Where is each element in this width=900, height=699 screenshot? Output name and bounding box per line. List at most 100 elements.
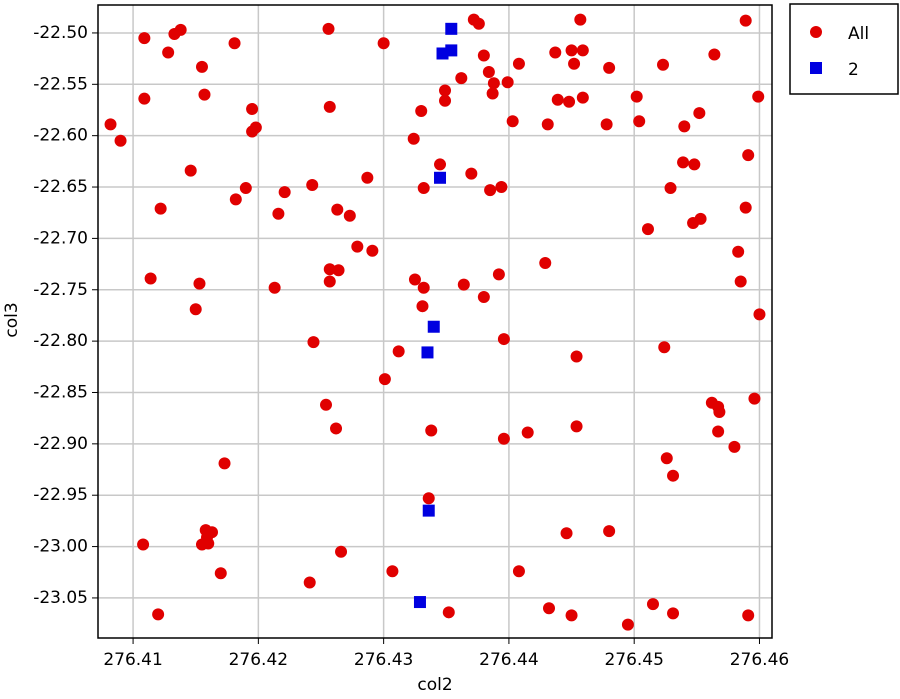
point: [407, 132, 420, 145]
point: [366, 244, 379, 257]
point: [734, 275, 747, 288]
point: [543, 602, 556, 615]
point: [457, 278, 470, 291]
point: [425, 424, 438, 437]
point: [202, 537, 215, 550]
point: [439, 94, 452, 107]
point: [246, 125, 259, 138]
point: [392, 345, 405, 358]
y-tick-label: -22.95: [33, 485, 88, 505]
point: [482, 65, 495, 78]
point: [413, 596, 426, 609]
point: [688, 158, 701, 171]
y-tick-label: -22.80: [33, 331, 88, 351]
point: [621, 618, 634, 631]
point: [239, 182, 252, 195]
y-tick-label: -23.05: [33, 588, 88, 608]
y-tick-label: -22.65: [33, 177, 88, 197]
point: [137, 538, 150, 551]
point: [343, 209, 356, 222]
y-tick-label: -22.90: [33, 434, 88, 454]
point: [472, 17, 485, 30]
point: [641, 223, 654, 236]
y-tick-label: -22.70: [33, 228, 88, 248]
legend-marker: [810, 26, 822, 38]
point: [677, 156, 690, 169]
point: [492, 268, 505, 281]
point: [361, 171, 374, 184]
point: [193, 277, 206, 290]
point: [323, 100, 336, 113]
point: [501, 76, 514, 89]
point: [465, 167, 478, 180]
point: [416, 300, 429, 313]
x-tick-label: 276.45: [604, 650, 663, 670]
legend-label: 2: [848, 60, 859, 80]
point: [351, 240, 364, 253]
point: [667, 469, 680, 482]
point: [539, 257, 552, 270]
point: [214, 567, 227, 580]
point: [742, 609, 755, 622]
point: [660, 452, 673, 465]
point: [415, 105, 428, 118]
point: [422, 492, 435, 505]
point: [323, 263, 336, 276]
point: [331, 203, 344, 216]
point: [568, 57, 581, 70]
x-axis-label: col2: [417, 675, 452, 695]
point: [521, 426, 534, 439]
point: [272, 207, 285, 220]
point: [603, 61, 616, 74]
point: [693, 107, 706, 120]
point: [104, 118, 117, 131]
point: [434, 158, 447, 171]
point: [377, 37, 390, 50]
point: [739, 201, 752, 214]
point: [753, 308, 766, 321]
point: [417, 281, 430, 294]
point: [667, 607, 680, 620]
plot-frame: [97, 4, 773, 639]
point: [694, 212, 707, 225]
point: [439, 84, 452, 97]
point: [434, 171, 447, 184]
point: [152, 608, 165, 621]
point: [565, 609, 578, 622]
point: [600, 118, 613, 131]
point: [322, 22, 335, 35]
point: [195, 60, 208, 73]
point: [560, 527, 573, 540]
point: [445, 22, 458, 35]
point: [417, 182, 430, 195]
point: [713, 406, 726, 419]
point: [114, 134, 127, 147]
point: [570, 350, 583, 363]
point: [497, 333, 510, 346]
legend-box: [789, 3, 899, 95]
x-tick-label: 276.43: [354, 650, 413, 670]
point: [708, 48, 721, 61]
point: [541, 118, 554, 131]
point: [138, 32, 151, 45]
point: [162, 46, 175, 59]
point: [307, 336, 320, 349]
y-tick-label: -22.60: [33, 126, 88, 146]
point: [138, 92, 151, 105]
point: [323, 275, 336, 288]
point: [563, 95, 576, 108]
point: [739, 14, 752, 27]
y-tick-label: -22.50: [33, 23, 88, 43]
point: [421, 346, 434, 359]
point: [330, 422, 343, 435]
point: [576, 44, 589, 57]
point: [278, 186, 291, 199]
legend-marker: [810, 62, 822, 74]
x-tick-label: 276.41: [103, 650, 162, 670]
point: [442, 606, 455, 619]
y-tick-label: -22.55: [33, 74, 88, 94]
point: [484, 184, 497, 197]
point: [603, 525, 616, 538]
point: [497, 432, 510, 445]
